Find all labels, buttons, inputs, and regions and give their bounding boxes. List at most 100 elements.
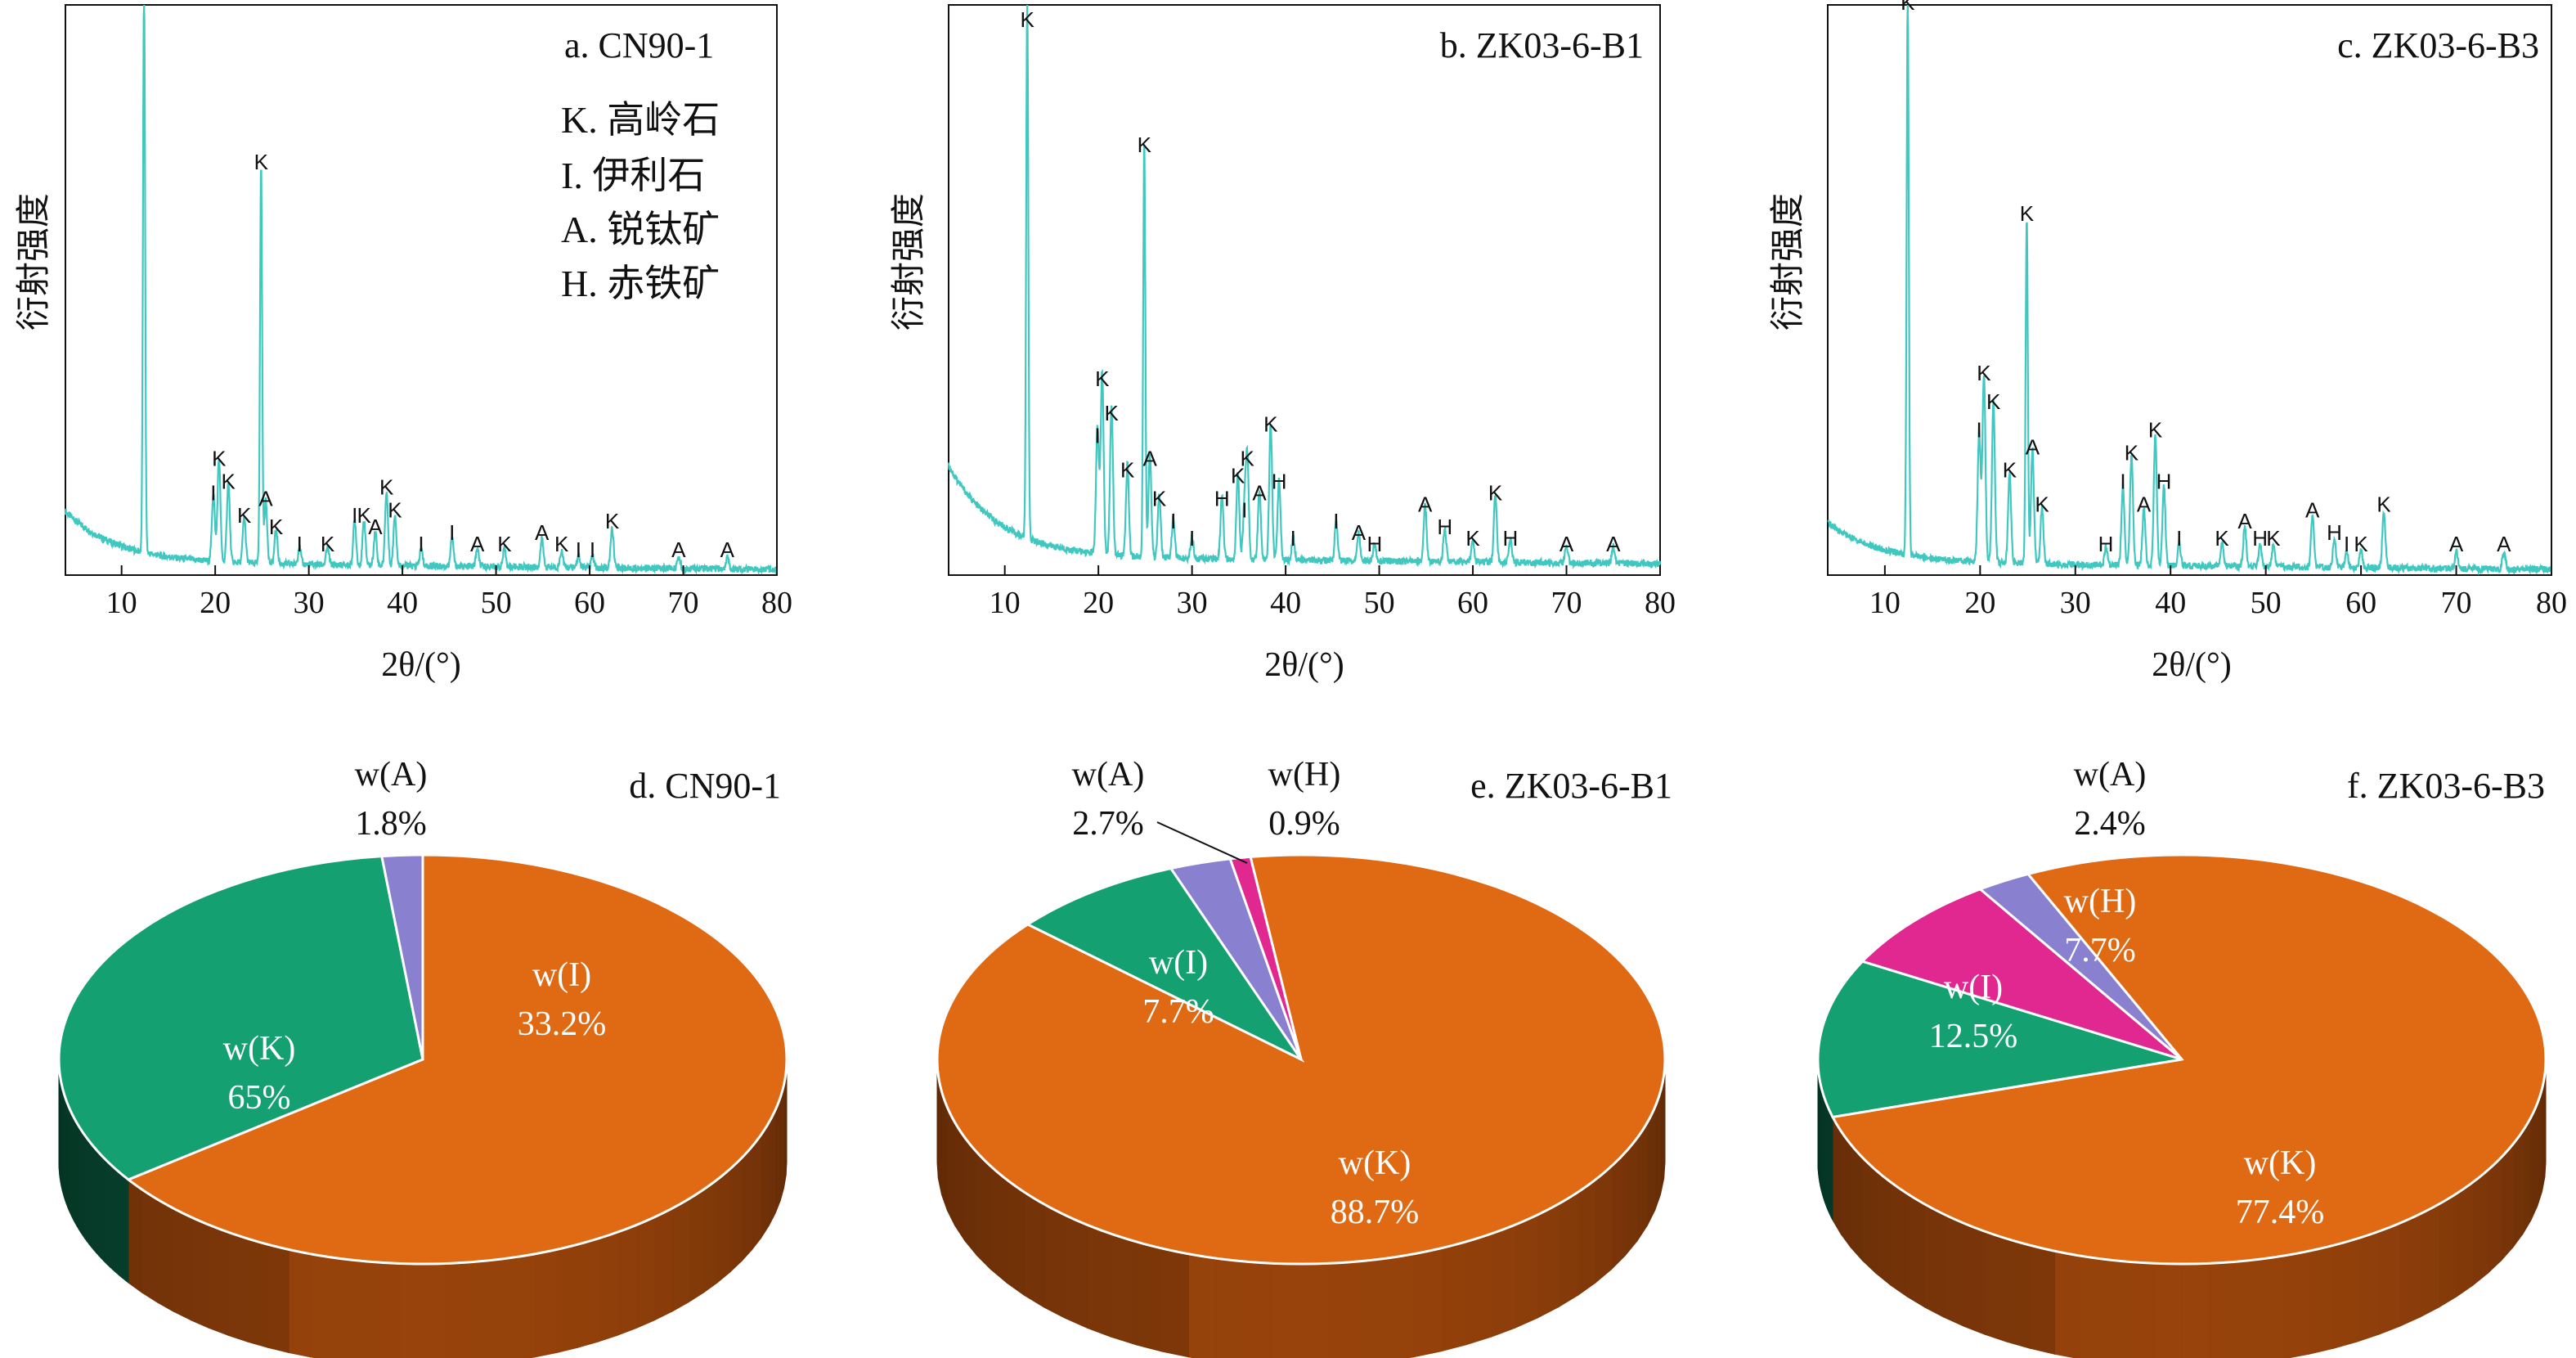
x-axis-label-a: 2θ/(°) [381,646,461,684]
pie-side-segment [1064,1214,1088,1329]
pie-side-segment [124,1176,129,1284]
peak-label: K [357,503,371,528]
y-axis-label-b: 衍射强度 [888,193,928,331]
pie-side-segment [964,1136,977,1257]
peak-label: I [449,520,455,545]
pie-panel-e: w(K) 88.7% w(I) 7.7% w(A) 2.7% w(H) 0.9% e. ZK0… [936,756,1672,1358]
peak-label: K [2376,492,2391,516]
peak-label: A [720,537,735,562]
slice-value-label: 7.7% [2064,932,2136,969]
peak-label: A [1418,492,1433,516]
pie-side-segment [490,1257,514,1358]
slice-name-label: w(A) [2074,756,2147,794]
pie-e: w(K) 88.7% w(I) 7.7% w(A) 2.7% w(H) 0.9% [936,756,1667,1358]
pie-side-segment [1439,1241,1467,1352]
pie-side-segment [1300,1262,1331,1358]
pie-side-segment [445,1261,469,1358]
pie-side-segment [1358,1257,1387,1358]
pie-side-segment [1215,1257,1245,1358]
pie-side-segment [468,1260,491,1358]
peak-label: K [1120,457,1135,482]
pie-side-segment [2378,1222,2401,1336]
pie-side-segment [1161,1248,1189,1358]
pie-side-walls [936,1059,1666,1358]
pie-side-segment [2079,1255,2105,1358]
pie-side-segment [422,1263,447,1358]
peak-label: A [1560,532,1574,556]
pie-side-segment [1491,1224,1516,1338]
pie-side-segment [1024,1191,1044,1308]
pie-side-segment [1610,1151,1626,1270]
pie-side-segment [779,1085,784,1201]
peak-label: I [210,480,216,505]
peak-label: K [237,503,252,528]
pie-side-segment [2456,1180,2474,1297]
pie-side-segment [267,1243,289,1354]
peak-label: H [1437,515,1452,539]
pie-side-segment [2522,1115,2532,1236]
plot-frame [1827,4,2552,576]
peak-label: K [1977,361,1991,385]
pie-side-segment [1329,1261,1359,1358]
xrd-series-line [947,4,1662,569]
slice-name-label: w(H) [2064,883,2137,920]
pie-side-segment [2259,1255,2285,1358]
peak-label: K [321,532,335,556]
peak-label: I [1290,526,1296,551]
x-tick-label: 10 [1869,586,1901,620]
pie-side-segment [1086,1224,1111,1338]
x-tick-label: 10 [990,586,1021,620]
pie-side-segment [2332,1238,2357,1350]
slice-name-label: w(A) [355,756,428,794]
x-tick-label: 40 [2155,586,2186,620]
peak-label: K [254,150,269,174]
pie-side-segment [2207,1261,2234,1358]
pie-side-segment [2283,1250,2309,1358]
pie-side-segment [2007,1238,2031,1350]
pie-side-segment [2472,1169,2488,1286]
pie-side-segment [331,1257,356,1358]
panel-title-b: b. ZK03-6-B1 [1440,25,1644,65]
pie-side-segment [1272,1262,1302,1358]
pie-side-segment [1465,1233,1492,1346]
pie-side-segment [376,1261,401,1358]
pie-slice-wa [379,853,424,1060]
peak-label: I [2344,532,2349,556]
peak-label: H [2327,520,2342,545]
peak-label: A [671,537,686,562]
x-axis-label-b: 2θ/(°) [1264,646,1344,684]
pie-slice-wi [1816,960,2183,1119]
xrd-series-line [1827,4,2553,576]
panel-title-f: f. ZK03-6-B3 [2347,766,2545,806]
y-axis-label-c: 衍射强度 [1767,193,1807,331]
pie-side-segment [702,1178,718,1294]
x-tick-label: 50 [481,586,512,620]
x-tick-label: 60 [1457,586,1488,620]
pie-side-segment [556,1243,578,1354]
peak-label: A [2449,532,2464,556]
peak-label: K [2266,526,2281,551]
peak-label: I [576,537,581,562]
pie-panel-d: w(K) 65% w(I) 33.2% w(A) 1.8% d. CN90-1 [57,756,788,1358]
peak-label: K [1138,133,1152,157]
x-axis-label-c: 2θ/(°) [2152,646,2232,684]
pie-side-segment [227,1231,249,1342]
peak-label: H [1502,526,1518,551]
pie-side-segment [716,1167,731,1284]
legend-item-i: I. 伊利石 [561,155,705,196]
peak-label: K [1240,447,1254,471]
peak-label: A [1352,520,1367,545]
pie-side-segment [2355,1230,2380,1343]
pie-side-segment [2181,1262,2209,1358]
peak-label: I [1094,424,1100,448]
pie-side-segment [990,1165,1008,1284]
pie-side-segment [2530,1102,2538,1221]
pie-side-segment [112,1165,116,1274]
slice-name-label: w(K) [223,1030,296,1068]
peak-label: K [137,0,151,3]
pie-d: w(K) 65% w(I) 33.2% w(A) 1.8% [57,756,788,1358]
pie-side-segment [354,1260,378,1358]
x-tick-label: 50 [2251,586,2282,620]
